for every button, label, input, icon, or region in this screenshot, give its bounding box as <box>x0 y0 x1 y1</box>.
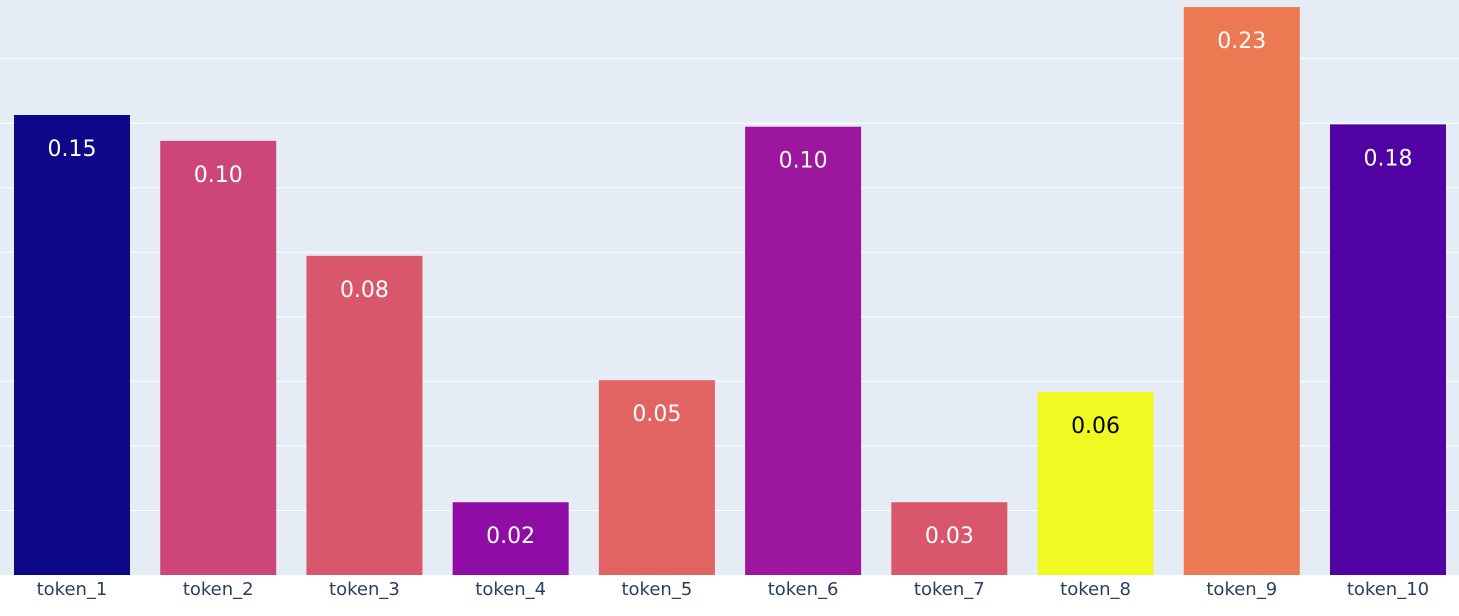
data-label-token_5: 0.05 <box>632 402 681 427</box>
data-label-token_2: 0.10 <box>194 163 243 188</box>
bar-token_2[interactable] <box>160 140 277 575</box>
bar-token_1[interactable] <box>14 115 130 575</box>
data-label-token_1: 0.15 <box>48 137 97 162</box>
bar-token_9[interactable] <box>1183 7 1300 575</box>
bar-token_7[interactable] <box>891 502 1008 575</box>
x-tick-label-token_9: token_9 <box>1206 579 1277 600</box>
data-label-token_6: 0.10 <box>779 149 828 174</box>
bar-token_5[interactable] <box>598 380 715 575</box>
x-tick-label-token_8: token_8 <box>1060 579 1131 600</box>
x-axis-ticks: token_1 token_2 token_3 token_4 token_5 token… <box>37 579 1430 600</box>
data-label-token_8: 0.06 <box>1071 414 1120 439</box>
x-tick-label-token_4: token_4 <box>475 579 546 600</box>
x-tick-label-token_1: token_1 <box>37 579 108 600</box>
data-label-token_9: 0.23 <box>1217 29 1266 54</box>
data-label-token_4: 0.02 <box>486 524 535 549</box>
x-tick-label-token_7: token_7 <box>914 579 985 600</box>
data-label-token_7: 0.03 <box>925 524 974 549</box>
bar-token_10[interactable] <box>1330 124 1446 575</box>
bar-token_8[interactable] <box>1037 391 1154 575</box>
bars <box>14 7 1446 576</box>
bar-token_3[interactable] <box>306 255 423 575</box>
x-tick-label-token_10: token_10 <box>1347 579 1429 600</box>
data-label-token_3: 0.08 <box>340 278 389 303</box>
x-tick-label-token_5: token_5 <box>621 579 692 600</box>
x-tick-label-token_2: token_2 <box>183 579 254 600</box>
data-label-token_10: 0.18 <box>1364 146 1413 171</box>
bar-token_6[interactable] <box>745 126 862 576</box>
x-tick-label-token_6: token_6 <box>768 579 839 600</box>
x-tick-label-token_3: token_3 <box>329 579 400 600</box>
data-labels: 0.15 0.10 0.08 0.02 0.05 0.10 0.03 0.06 0.23 0.18 <box>48 29 1413 549</box>
bar-token_4[interactable] <box>452 502 569 575</box>
